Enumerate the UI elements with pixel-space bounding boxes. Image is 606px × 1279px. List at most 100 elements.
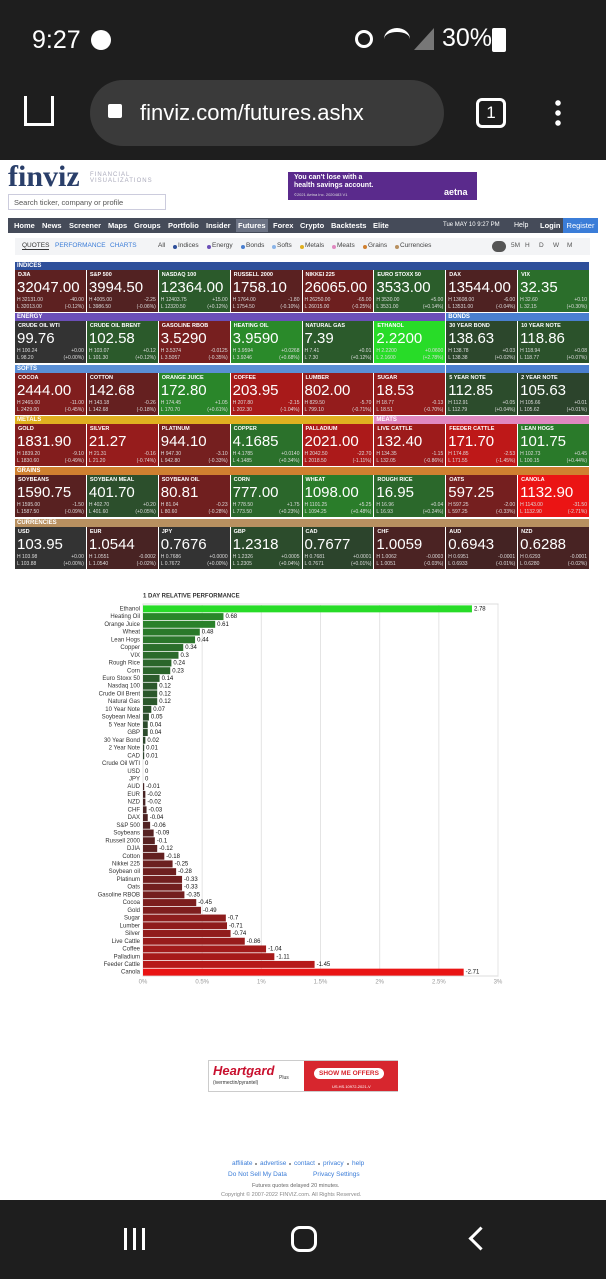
- quote-tile[interactable]: NIKKEI 225 26065.00 H 26250.00 -65.00 L 2601…: [302, 270, 374, 312]
- filter[interactable]: Currencies: [400, 242, 432, 249]
- recents-button[interactable]: [124, 1228, 146, 1250]
- tile-change: +15.00: [212, 297, 228, 303]
- quote-tile[interactable]: OATS 597.25 H 597.25 -2.00 L 597.25 (-0.33%): [446, 475, 518, 517]
- quote-tile[interactable]: CORN 777.00 H 778.50 +1.75 L 773.50 (+0.23%): [230, 475, 302, 517]
- menu-button[interactable]: [555, 98, 561, 128]
- footer-link[interactable]: affiliate: [232, 1160, 253, 1167]
- tab-count[interactable]: 1: [476, 98, 506, 128]
- home-nav-button[interactable]: [291, 1226, 317, 1252]
- ad-button[interactable]: SHOW ME OFFERS: [314, 1068, 384, 1079]
- quote-tile[interactable]: JPY 0.7676 H 0.7686 +0.0000 L 0.7672 (+0.00%): [158, 527, 230, 569]
- nav-register[interactable]: Register: [563, 218, 598, 233]
- quote-tile[interactable]: AUD 0.6943 H 0.6951 -0.0001 L 0.6933 (-0.01%): [446, 527, 518, 569]
- filter[interactable]: Meats: [337, 242, 355, 249]
- quote-tile[interactable]: COTTON 142.68 H 143.18 -0.26 L 142.68 (-0.18%…: [86, 373, 158, 415]
- quote-tile[interactable]: CRUDE OIL WTI 99.76 H 100.24 +0.00 L 98.20 (+…: [15, 321, 86, 363]
- quote-tile[interactable]: COCOA 2444.00 H 2465.00 -11.00 L 2429.00 (-0.…: [15, 373, 86, 415]
- quote-tile[interactable]: CAD 0.7677 H 0.7681 +0.0001 L 0.7671 (+0.01%): [302, 527, 374, 569]
- quote-tile[interactable]: USD 103.95 H 103.98 +0.00 L 103.88 (+0.00%): [15, 527, 86, 569]
- nav-item[interactable]: Screener: [69, 221, 102, 230]
- quote-tile[interactable]: FEEDER CATTLE 171.70 H 174.85 -2.53 L 171.55…: [446, 424, 518, 466]
- timeframe[interactable]: 5M: [511, 242, 521, 249]
- filter[interactable]: Bonds: [246, 242, 265, 249]
- nav-item[interactable]: Home: [14, 221, 35, 230]
- view-tab[interactable]: CHARTS: [110, 242, 137, 249]
- quote-tile[interactable]: DJIA 32047.00 H 32131.00 -40.00 L 32013.00 (-…: [15, 270, 86, 312]
- view-tab[interactable]: QUOTES: [22, 242, 50, 250]
- filter[interactable]: Energy: [212, 242, 233, 249]
- quote-tile[interactable]: EUR 1.0544 H 1.0551 -0.0002 L 1.0540 (-0.02%): [86, 527, 158, 569]
- nav-login[interactable]: Login: [540, 221, 561, 230]
- quote-tile[interactable]: CANOLA 1132.90 H 1143.00 -31.50 L 1132.90 (-2…: [518, 475, 589, 517]
- quote-tile[interactable]: ETHANOL 2.2200 H 2.2200 +0.0600 L 2.1600 (+2.…: [374, 321, 446, 363]
- bottom-ad[interactable]: Heartgard Plus (ivermectin/pyrantel) SHOW M…: [208, 1060, 398, 1092]
- nav-item[interactable]: Crypto: [300, 221, 325, 230]
- quote-tile[interactable]: CHF 1.0059 H 1.0062 -0.0003 L 1.0051 (-0.03%): [374, 527, 446, 569]
- nav-item[interactable]: Maps: [108, 221, 128, 230]
- quote-tile[interactable]: NZD 0.6288 H 0.6293 -0.0001 L 0.6280 (-0.02%): [518, 527, 589, 569]
- filter[interactable]: Softs: [277, 242, 292, 249]
- quote-tile[interactable]: EURO STOXX 50 3533.00 H 3530.00 +5.00 L 3531…: [374, 270, 446, 312]
- timeframe[interactable]: D: [539, 242, 544, 249]
- quote-tile[interactable]: PLATINUM 944.10 H 947.30 -3.10 L 942.80 (-0.3…: [158, 424, 230, 466]
- quote-tile[interactable]: 5 YEAR NOTE 112.85 H 112.91 +0.05 L 112.79 (+…: [446, 373, 518, 415]
- quote-tile[interactable]: RUSSELL 2000 1758.10 H 1764.00 -1.80 L 1754.…: [230, 270, 302, 312]
- quote-tile[interactable]: COPPER 4.1685 H 4.1785 +0.0140 L 4.1485 (+0.3…: [230, 424, 302, 466]
- header-ad[interactable]: [288, 172, 477, 200]
- quote-tile[interactable]: GOLD 1831.90 H 1839.20 -9.10 L 1830.60 (-0.49…: [15, 424, 86, 466]
- footer-link[interactable]: help: [352, 1160, 365, 1167]
- filter[interactable]: All: [158, 242, 166, 249]
- nav-item[interactable]: News: [42, 221, 62, 230]
- quote-tile[interactable]: NATURAL GAS 7.39 H 7.41 +0.01 L 7.30 (+0.12%): [302, 321, 374, 363]
- quote-tile[interactable]: HEATING OIL 3.9590 H 3.9594 +0.0268 L 3.9246…: [230, 321, 302, 363]
- quote-tile[interactable]: 2 YEAR NOTE 105.63 H 105.66 +0.01 L 105.62 (+…: [518, 373, 589, 415]
- quote-tile[interactable]: LIVE CATTLE 132.40 H 134.35 -1.15 L 132.05 (-…: [374, 424, 446, 466]
- quote-tile[interactable]: SOYBEAN MEAL 401.70 H 402.70 +0.20 L 401.60 (…: [86, 475, 158, 517]
- view-tab[interactable]: PERFORMANCE: [55, 242, 106, 249]
- footer-link[interactable]: advertise: [260, 1160, 287, 1167]
- nav-item[interactable]: Backtests: [331, 221, 367, 230]
- quote-tile[interactable]: PALLADIUM 2021.00 H 2042.50 -22.70 L 2018.50…: [302, 424, 374, 466]
- home-button[interactable]: [24, 96, 54, 126]
- footer-link[interactable]: contact: [294, 1160, 315, 1167]
- nav-item[interactable]: Futures: [236, 219, 268, 232]
- logo[interactable]: finviz: [8, 160, 80, 193]
- quote-tile[interactable]: S&P 500 3994.50 H 4005.00 -2.25 L 3986.50 (-0…: [86, 270, 158, 312]
- quote-tile[interactable]: ORANGE JUICE 172.80 H 174.45 +1.05 L 170.70 (…: [158, 373, 230, 415]
- quote-tile[interactable]: CRUDE OIL BRENT 102.58 H 103.07 +0.12 L 101.…: [86, 321, 158, 363]
- nav-item[interactable]: Insider: [206, 221, 231, 230]
- search-box[interactable]: Search ticker, company or profile: [8, 194, 166, 210]
- quote-tile[interactable]: 30 YEAR BOND 138.63 H 138.78 +0.03 L 138.38 (…: [446, 321, 518, 363]
- filter[interactable]: Metals: [305, 242, 325, 249]
- timeframe[interactable]: W: [553, 242, 560, 249]
- quote-tile[interactable]: LUMBER 802.00 H 829.50 -5.70 L 799.10 (-0.71%…: [302, 373, 374, 415]
- quote-tile[interactable]: COFFEE 203.95 H 207.80 -2.15 L 202.30 (-1.04%…: [230, 373, 302, 415]
- nav-help[interactable]: Help: [514, 222, 529, 229]
- quote-tile[interactable]: ROUGH RICE 16.95 H 16.96 +0.04 L 16.93 (+0.24…: [374, 475, 446, 517]
- quote-tile[interactable]: SUGAR 18.53 H 18.77 -0.13 L 18.51 (-0.70%): [374, 373, 446, 415]
- quote-tile[interactable]: LEAN HOGS 101.75 H 102.73 +0.45 L 100.15 (+0.…: [518, 424, 589, 466]
- timeframe[interactable]: H: [525, 242, 530, 249]
- quote-tile[interactable]: GASOLINE RBOB 3.5290 H 3.5374 -0.0125 L 3.50…: [158, 321, 230, 363]
- quote-tile[interactable]: GBP 1.2318 H 1.2326 +0.0005 L 1.2305 (+0.04%): [230, 527, 302, 569]
- quote-tile[interactable]: NASDAQ 100 12364.00 H 12403.75 +15.00 L 1232…: [158, 270, 230, 312]
- perf-toggle[interactable]: [492, 241, 506, 252]
- nav-item[interactable]: Groups: [134, 221, 161, 230]
- url-bar[interactable]: [90, 80, 444, 146]
- quote-tile[interactable]: SOYBEANS 1590.75 H 1595.00 -1.50 L 1587.50 (-…: [15, 475, 86, 517]
- quote-tile[interactable]: 10 YEAR NOTE 118.86 H 118.94 +0.08 L 118.77 (…: [518, 321, 589, 363]
- quote-tile[interactable]: SOYBEAN OIL 80.81 H 81.04 -0.23 L 80.60 (-0.2…: [158, 475, 230, 517]
- quote-tile[interactable]: VIX 32.35 H 32.60 +0.10 L 32.15 (+0.30%): [518, 270, 589, 312]
- quote-tile[interactable]: WHEAT 1098.00 H 1101.25 +5.25 L 1094.25 (+0.4…: [302, 475, 374, 517]
- timeframe[interactable]: M: [567, 242, 573, 249]
- nav-item[interactable]: Forex: [273, 221, 294, 230]
- footer-link[interactable]: Privacy Settings: [313, 1171, 360, 1178]
- quote-tile[interactable]: DAX 13544.00 H 13608.00 -6.00 L 13531.00 (-0.…: [446, 270, 518, 312]
- footer-link[interactable]: privacy: [323, 1160, 344, 1167]
- nav-item[interactable]: Portfolio: [168, 221, 199, 230]
- quote-tile[interactable]: SILVER 21.27 H 21.31 -0.16 L 21.20 (-0.74%): [86, 424, 158, 466]
- filter[interactable]: Grains: [368, 242, 388, 249]
- footer-link[interactable]: Do Not Sell My Data: [228, 1171, 287, 1178]
- nav-item[interactable]: Elite: [373, 221, 389, 230]
- filter[interactable]: Indices: [178, 242, 199, 249]
